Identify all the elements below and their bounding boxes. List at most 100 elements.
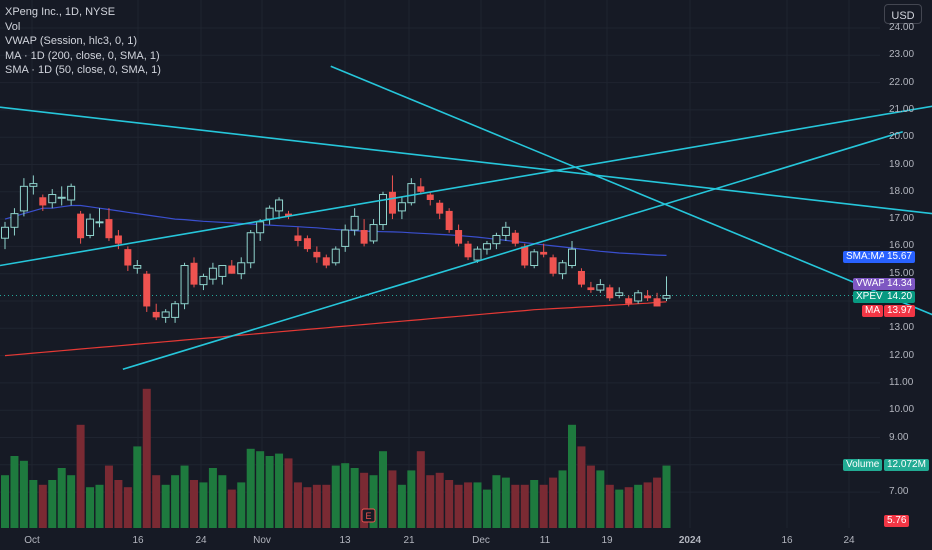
candle-body	[341, 229, 350, 247]
time-tick: 16	[781, 535, 793, 546]
candle-body	[331, 248, 340, 264]
time-tick: 24	[195, 535, 207, 546]
volume-bar	[558, 470, 567, 528]
ma-200-line	[4, 301, 667, 357]
volume-bar	[596, 470, 605, 528]
price-tick: 7.00	[889, 486, 909, 498]
earnings-event-marker[interactable]: E	[361, 508, 376, 523]
time-tick: 16	[132, 535, 144, 546]
candle-body	[77, 213, 85, 239]
volume-bar	[142, 388, 151, 528]
candle-body	[653, 298, 661, 307]
candle-body	[208, 267, 217, 280]
ma-tag-label: MA	[865, 305, 880, 316]
volume-bar	[123, 487, 132, 528]
volume-bar	[369, 475, 378, 528]
candle-body	[1, 226, 9, 239]
volume-bar	[662, 465, 671, 528]
volume-bar	[104, 465, 113, 528]
candle-body	[558, 262, 567, 275]
candle-body	[615, 292, 624, 297]
volume-bar	[95, 484, 104, 528]
candle-body	[482, 243, 491, 250]
candle-body	[237, 262, 246, 275]
price-value-tag: 14.20	[884, 291, 916, 303]
time-tick: Dec	[472, 535, 490, 546]
volume-bar	[454, 484, 463, 528]
trendline[interactable]	[0, 106, 932, 244]
trendline[interactable]	[330, 65, 932, 415]
price-tick: 22.00	[889, 76, 915, 88]
candle-body	[606, 287, 614, 299]
candle-body	[228, 265, 236, 274]
candle-body	[521, 246, 529, 266]
volume-bar	[199, 482, 208, 528]
indicator-lines	[4, 204, 667, 357]
candle-body	[265, 207, 274, 220]
volume-bar	[1, 475, 9, 528]
volume-bar	[284, 458, 293, 528]
volume-bar	[473, 482, 482, 528]
trendline[interactable]	[0, 94, 932, 267]
candle-body	[426, 194, 434, 200]
volume-bar	[67, 475, 76, 528]
volume-bar	[171, 475, 180, 528]
candle-body	[67, 185, 76, 201]
volume-bar	[397, 484, 406, 528]
volume-bar	[86, 487, 95, 528]
candle-body	[577, 270, 585, 285]
low-tag-value: 5.76	[887, 515, 907, 526]
candle-body	[48, 194, 57, 204]
volume-bar	[435, 472, 444, 528]
candle-body	[285, 213, 292, 217]
time-tick: Nov	[253, 535, 271, 546]
volume-bar	[360, 472, 369, 528]
volume-bar	[322, 484, 331, 528]
volume-bar	[634, 484, 643, 528]
volume-bar	[492, 475, 501, 528]
candle-body	[436, 202, 444, 214]
time-tick: 11	[539, 535, 551, 546]
candle-body	[114, 235, 122, 244]
trendlines[interactable]	[0, 65, 932, 415]
sma-50-line	[4, 204, 667, 256]
candle-body	[501, 226, 510, 236]
candle-body	[625, 298, 633, 304]
sma-tag-label: SMA:MA	[846, 251, 886, 262]
candle-body	[379, 194, 387, 226]
candle-body	[95, 221, 104, 224]
volume-bar	[133, 446, 142, 528]
volume-bar	[464, 482, 473, 528]
volume-bar	[520, 484, 529, 528]
candle-body	[473, 248, 482, 261]
candle-body	[644, 295, 652, 299]
volume-bar	[256, 451, 265, 528]
candle-body	[180, 265, 189, 305]
time-tick: 19	[601, 535, 613, 546]
volume-bar	[303, 487, 312, 528]
candle-body	[596, 284, 605, 291]
volume-bar	[246, 448, 255, 528]
legend-vol: Vol	[5, 20, 21, 33]
volume-bar	[350, 468, 359, 528]
price-tick: 19.00	[889, 158, 915, 170]
time-tick: Oct	[24, 535, 40, 546]
chart-legend: XPeng Inc., 1D, NYSE Vol VWAP (Session, …	[5, 5, 161, 78]
price-tick: 15.00	[889, 267, 915, 279]
volume-bar	[218, 475, 227, 528]
trendline[interactable]	[122, 130, 903, 371]
volume-bar	[530, 480, 539, 528]
candle-body	[445, 210, 453, 231]
volume-tag-value: 12.072M	[887, 459, 926, 470]
price-tag-value: 14.20	[887, 291, 913, 302]
low-value-tag: 5.76	[884, 515, 910, 527]
volume-bar	[331, 465, 340, 528]
volume-bar	[568, 424, 576, 528]
time-tick: 13	[339, 535, 351, 546]
candle-body	[190, 262, 198, 285]
candle-body	[511, 232, 519, 244]
currency-button[interactable]: USD	[884, 4, 922, 24]
candle-body	[256, 221, 265, 234]
volume-bar	[379, 451, 387, 528]
